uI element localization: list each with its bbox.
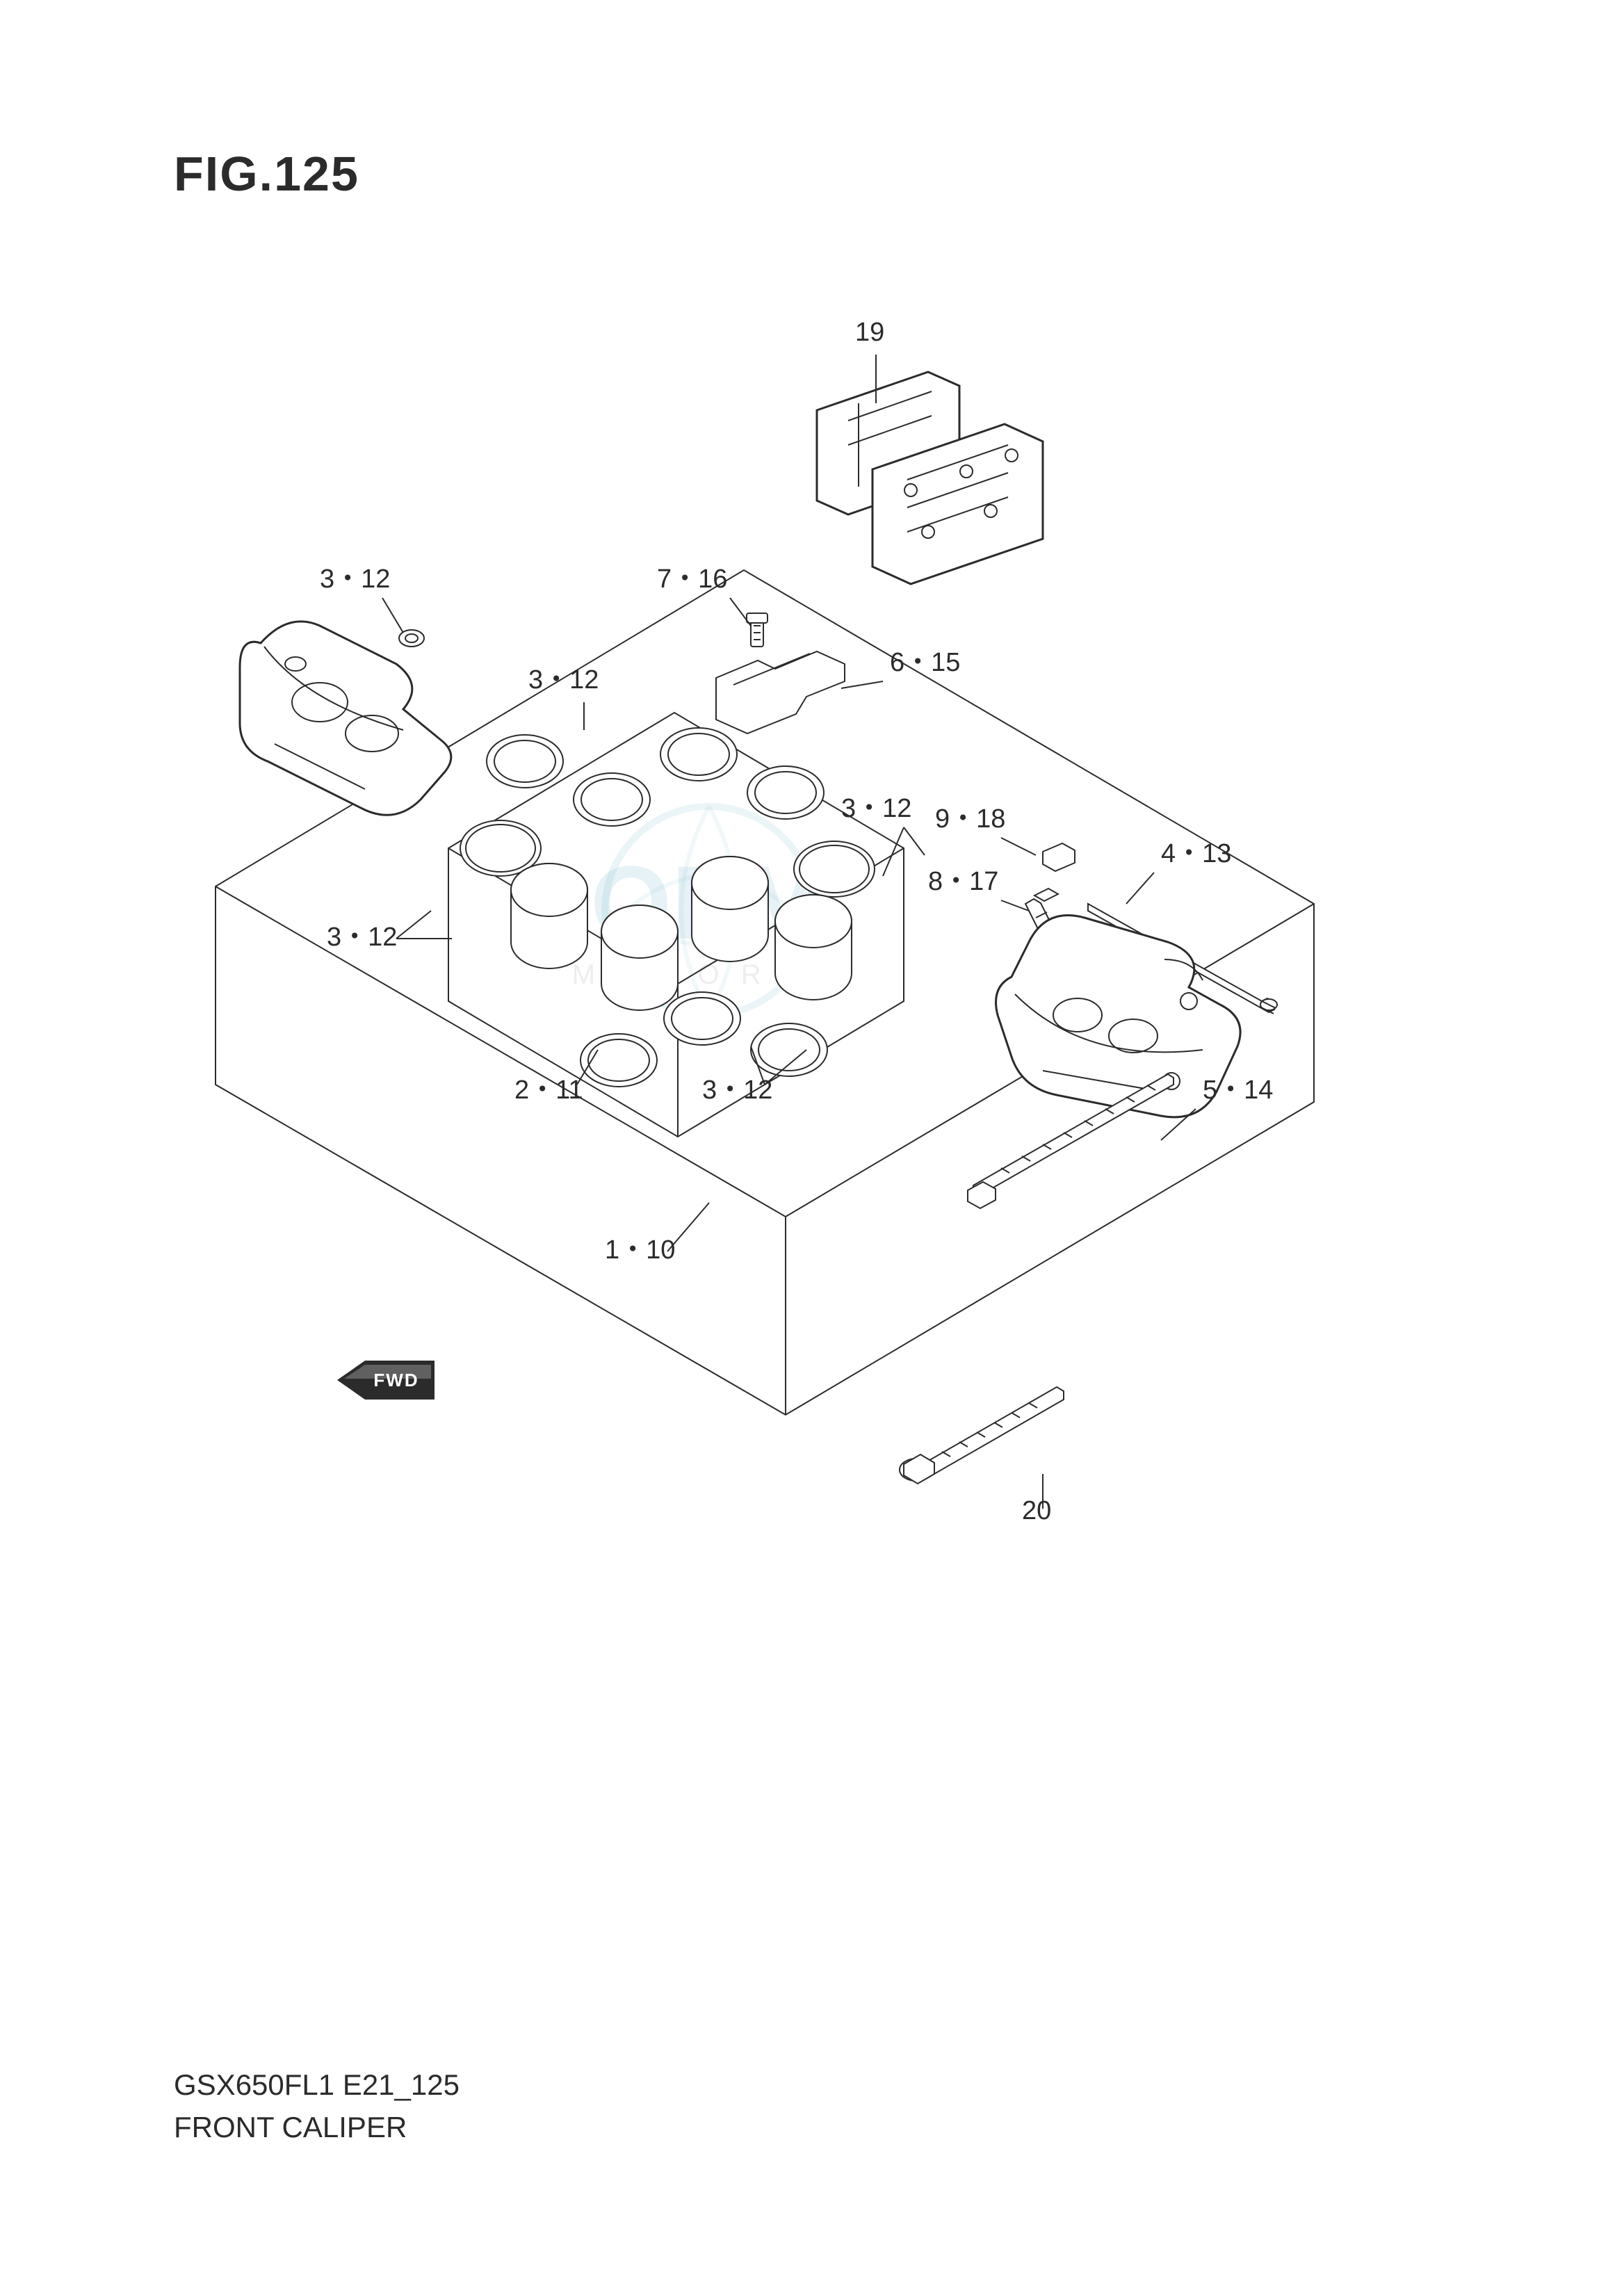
seal-ring-row-bottom xyxy=(580,992,827,1087)
callout-leader xyxy=(904,827,925,855)
spring-screw xyxy=(747,613,768,647)
callout-leader xyxy=(1126,873,1154,904)
fwd-badge: FWD xyxy=(337,1361,435,1400)
exploded-diagram: OEM M O T O R P A xyxy=(139,299,1485,1828)
pad-spring-assembly xyxy=(716,613,845,733)
callout-c20: 20 xyxy=(1022,1496,1051,1525)
callout-leader xyxy=(730,598,751,626)
callout-c3_12_e: 3・12 xyxy=(702,1076,772,1105)
figure-meta: GSX650FL1 E21_125 FRONT CALIPER xyxy=(174,2064,460,2149)
callout-c4_13: 4・13 xyxy=(1161,839,1231,868)
callout-c3_12_c: 3・12 xyxy=(841,794,911,823)
callout-leader xyxy=(382,598,403,633)
fwd-label: FWD xyxy=(373,1370,419,1390)
callout-c1_10: 1・10 xyxy=(605,1235,675,1265)
callout-c3_12_b: 3・12 xyxy=(528,665,599,695)
section-name: FRONT CALIPER xyxy=(174,2107,460,2149)
callout-c8_17: 8・17 xyxy=(928,867,998,896)
callout-c9_18: 9・18 xyxy=(935,804,1005,834)
callout-leader xyxy=(396,911,431,939)
callout-c3_12_a: 3・12 xyxy=(320,565,390,594)
callout-c3_12_d: 3・12 xyxy=(327,923,397,952)
brake-pads xyxy=(817,372,1043,584)
callout-leader xyxy=(841,681,883,688)
left-caliper-half xyxy=(240,622,451,815)
flange-bolt xyxy=(900,1387,1064,1484)
seal-ring-row-top xyxy=(487,728,824,826)
callout-leader xyxy=(1001,900,1029,911)
callout-c2_11: 2・11 xyxy=(514,1076,583,1105)
callout-c7_16: 7・16 xyxy=(657,565,727,594)
callout-c5_14: 5・14 xyxy=(1203,1076,1273,1105)
bleeder-cap xyxy=(1043,843,1075,871)
model-code: GSX650FL1 E21_125 xyxy=(174,2064,460,2107)
callout-leader xyxy=(1001,838,1036,855)
callout-c6_15: 6・15 xyxy=(890,648,960,677)
callout-leader xyxy=(883,827,904,876)
callout-c19: 19 xyxy=(855,318,884,347)
figure-title: FIG.125 xyxy=(174,146,359,202)
